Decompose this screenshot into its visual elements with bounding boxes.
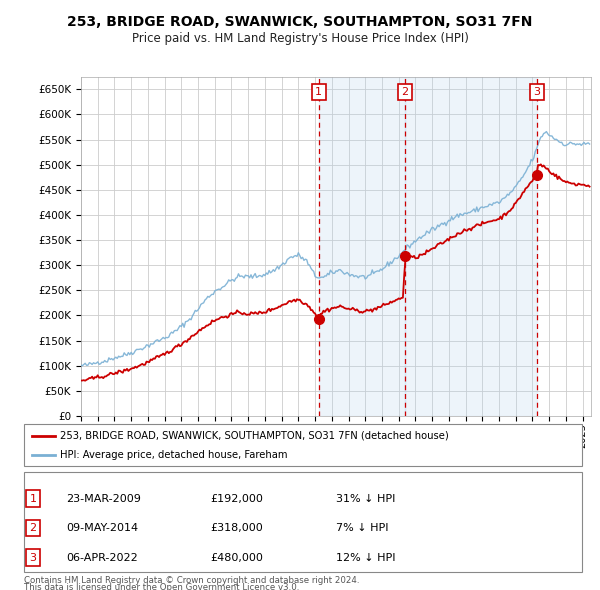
- Text: £480,000: £480,000: [210, 553, 263, 562]
- Text: 3: 3: [29, 553, 37, 562]
- Text: Price paid vs. HM Land Registry's House Price Index (HPI): Price paid vs. HM Land Registry's House …: [131, 32, 469, 45]
- Text: 253, BRIDGE ROAD, SWANWICK, SOUTHAMPTON, SO31 7FN: 253, BRIDGE ROAD, SWANWICK, SOUTHAMPTON,…: [67, 15, 533, 30]
- Text: 7% ↓ HPI: 7% ↓ HPI: [336, 523, 389, 533]
- Text: HPI: Average price, detached house, Fareham: HPI: Average price, detached house, Fare…: [60, 451, 288, 460]
- Text: 253, BRIDGE ROAD, SWANWICK, SOUTHAMPTON, SO31 7FN (detached house): 253, BRIDGE ROAD, SWANWICK, SOUTHAMPTON,…: [60, 431, 449, 441]
- Text: 23-MAR-2009: 23-MAR-2009: [66, 494, 141, 503]
- Text: 12% ↓ HPI: 12% ↓ HPI: [336, 553, 395, 562]
- Text: 3: 3: [533, 87, 541, 97]
- Text: £192,000: £192,000: [210, 494, 263, 503]
- Bar: [405, 77, 537, 416]
- Text: 06-APR-2022: 06-APR-2022: [66, 553, 138, 562]
- Text: 1: 1: [315, 87, 322, 97]
- Text: This data is licensed under the Open Government Licence v3.0.: This data is licensed under the Open Gov…: [24, 582, 299, 590]
- Bar: [319, 77, 405, 416]
- Text: 2: 2: [29, 523, 37, 533]
- Text: 09-MAY-2014: 09-MAY-2014: [66, 523, 138, 533]
- Text: 31% ↓ HPI: 31% ↓ HPI: [336, 494, 395, 503]
- Text: £318,000: £318,000: [210, 523, 263, 533]
- Text: 2: 2: [401, 87, 408, 97]
- Text: 1: 1: [29, 494, 37, 503]
- Text: Contains HM Land Registry data © Crown copyright and database right 2024.: Contains HM Land Registry data © Crown c…: [24, 576, 359, 585]
